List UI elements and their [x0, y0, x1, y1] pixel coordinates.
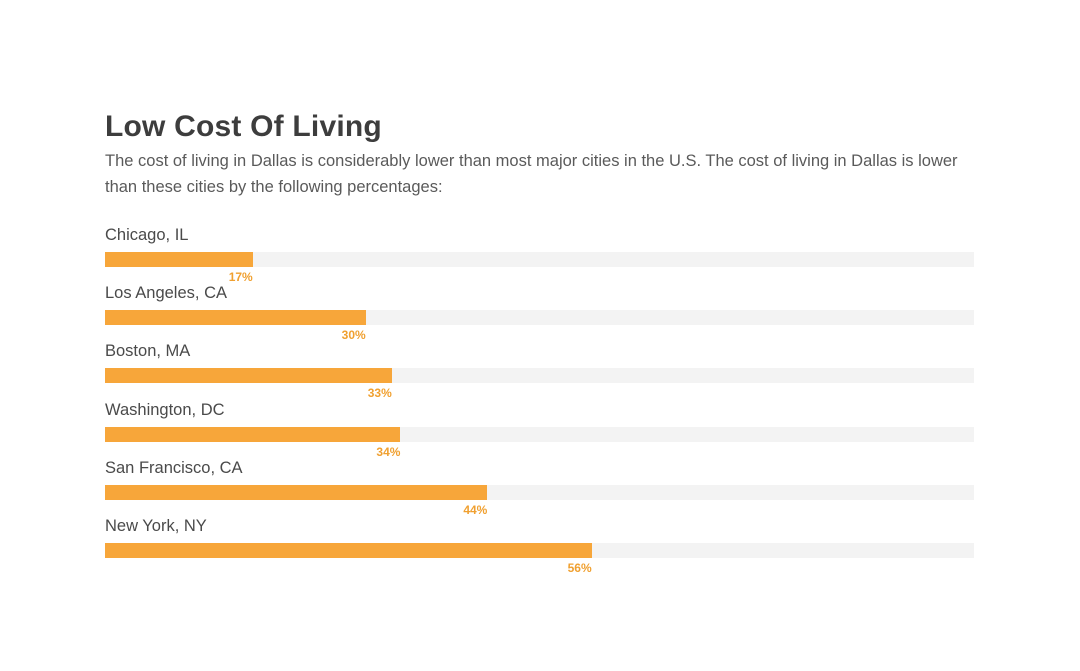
bar-label: Washington, DC [105, 400, 225, 419]
bar-track [105, 368, 974, 384]
section-description: The cost of living in Dallas is consider… [105, 152, 958, 196]
bar-fill [105, 252, 253, 267]
bar-label: Chicago, IL [105, 226, 189, 244]
bar-fill [105, 484, 488, 500]
bar-label: New York, NY [105, 516, 207, 535]
bar-fill [105, 368, 392, 384]
bar-fill [105, 426, 401, 442]
bar-value-label: 33% [367, 386, 392, 401]
bar-value-label: 17% [228, 270, 253, 284]
cost-of-living-section: Low Cost Of Living The cost of living in… [105, 108, 974, 575]
bar-track [105, 252, 974, 267]
bar-value-label: 56% [567, 560, 592, 575]
section-title: Low Cost Of Living [105, 110, 382, 143]
bar-fill [105, 542, 592, 558]
bar-track [105, 484, 974, 500]
bar-value-label: 34% [376, 444, 401, 459]
progress-bar-chart: Chicago, IL 17% Los Angeles, CA 30% Bost… [105, 225, 974, 575]
bar-label: Los Angeles, CA [105, 284, 227, 303]
bar-row: San Francisco, CA 44% [105, 458, 974, 517]
bar-value-label: 44% [463, 502, 488, 517]
bar-row: Chicago, IL 17% [105, 225, 974, 284]
bar-track [105, 426, 974, 442]
bar-row: Boston, MA 33% [105, 341, 974, 401]
bar-fill [105, 310, 366, 326]
bar-row: Washington, DC 34% [105, 400, 974, 459]
bar-row: New York, NY 56% [105, 516, 974, 575]
bar-row: Los Angeles, CA 30% [105, 283, 974, 343]
bar-label: San Francisco, CA [105, 458, 243, 477]
bar-value-label: 30% [341, 328, 366, 343]
bar-track [105, 542, 974, 558]
bar-label: Boston, MA [105, 342, 191, 361]
bar-track [105, 310, 974, 326]
